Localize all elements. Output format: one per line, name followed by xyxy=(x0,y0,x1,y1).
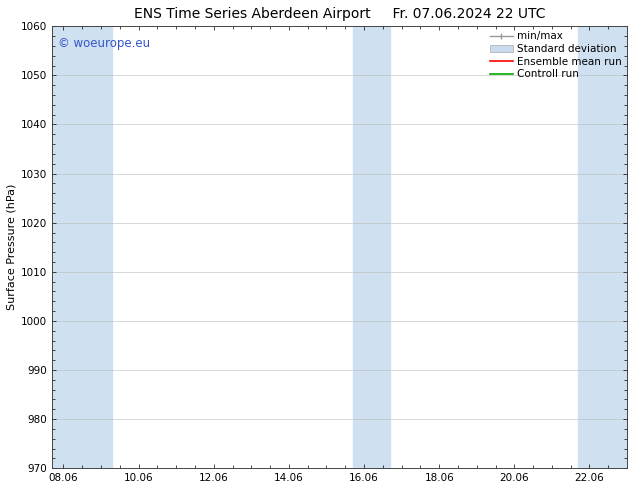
Title: ENS Time Series Aberdeen Airport     Fr. 07.06.2024 22 UTC: ENS Time Series Aberdeen Airport Fr. 07.… xyxy=(134,7,545,21)
Legend: min/max, Standard deviation, Ensemble mean run, Controll run: min/max, Standard deviation, Ensemble me… xyxy=(488,29,624,81)
Bar xyxy=(578,26,627,468)
Y-axis label: Surface Pressure (hPa): Surface Pressure (hPa) xyxy=(7,184,17,311)
Bar xyxy=(52,26,112,468)
Bar xyxy=(353,26,391,468)
Text: © woeurope.eu: © woeurope.eu xyxy=(58,37,150,50)
